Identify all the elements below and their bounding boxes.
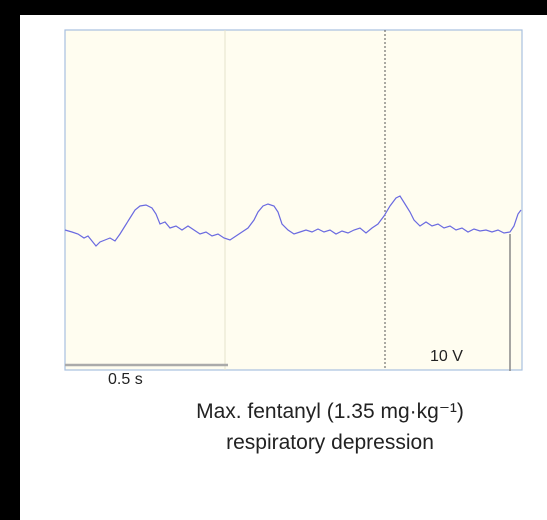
respiratory-trace (64, 195, 522, 247)
time-scale-label: 0.5 s (108, 371, 143, 388)
trace-frame (64, 29, 523, 371)
caption-line: respiratory depression (226, 431, 434, 454)
amplitude-scale-label: 10 V (430, 348, 463, 365)
caption-line: Max. fentanyl (1.35 mg·kg⁻¹) (196, 400, 464, 423)
